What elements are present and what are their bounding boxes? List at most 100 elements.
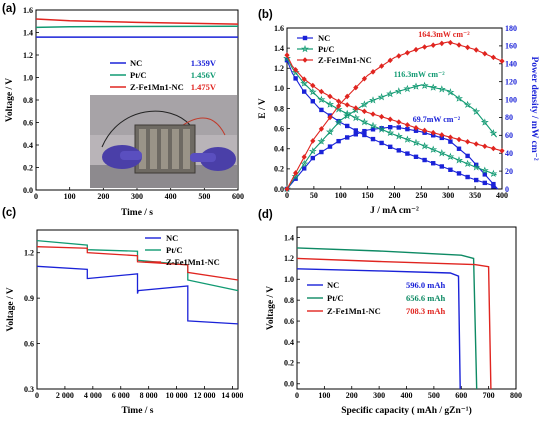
power-marker [465,44,471,51]
battery-photo-inset [90,95,237,188]
power-marker [439,40,445,47]
power-marker [413,128,419,133]
y-tick-label: 1.0 [23,73,33,82]
power-marker [386,89,395,98]
power-marker [362,128,367,134]
power-marker [284,186,290,192]
y-tick-label: 1.2 [274,64,284,73]
power-marker [293,176,298,181]
photo-table [90,165,237,188]
legend-label-1: Pt/C [318,44,335,54]
power-marker [327,144,333,149]
power-marker [377,92,386,101]
legend-value-0: 1.359V [191,58,217,68]
power-marker [456,146,462,151]
x-tick-label: 10 000 [166,391,188,400]
y-right-tick-label: 60 [505,131,513,140]
x-tick-label: 250 [415,191,427,200]
power-marker [319,149,324,155]
polarization-marker [437,148,446,157]
series-line-2 [35,18,239,25]
panel-a: (a) 0 100 200 300 400 500 600 0.0 0.2 0.4 0.6 0.8 1.0… [2,3,244,218]
y-tick-label: 0.6 [274,124,284,133]
polarization-marker [361,108,367,115]
photo-wire [101,110,191,148]
polarization-marker [377,125,386,133]
y-tick-label: 0.2 [274,165,284,174]
polarization-marker [439,164,444,169]
x-tick-label: 150 [362,191,374,200]
power-marker [361,75,367,82]
y-tick-label: 1.2 [284,254,294,263]
polarization-marker [293,76,298,81]
polarization-line-0 [286,59,498,190]
x-tick-label: 500 [428,391,440,400]
power-marker [396,125,401,130]
power-marker [370,127,376,132]
polarization-marker [456,136,462,143]
polarization-marker [283,54,291,62]
power-marker [482,172,487,177]
y-tick-label: 0.6 [23,118,33,127]
polarization-marker [310,99,315,104]
legend-marker-1 [301,44,309,53]
x-tick-label: 300 [373,391,385,400]
polarization-marker [396,119,402,125]
x-tick-label: 500 [198,192,210,201]
power-marker [379,63,385,69]
legend-label-1: Pt/C [166,245,183,255]
y-right-tick-label: 40 [505,149,513,158]
polarization-marker [456,171,462,176]
power-marker [412,82,420,90]
polarization-marker [386,128,395,137]
y-tick-label: 0.4 [274,145,284,154]
power-marker [489,129,498,137]
series-line-1 [35,25,239,29]
y-tick-label: 0.4 [23,141,33,150]
legend-label-0: NC [166,233,178,243]
power-marker [344,93,350,100]
series-line-1 [296,247,478,390]
polarization-marker [284,58,290,63]
polarization-marker [301,76,307,82]
photo-wire-red [179,117,226,136]
polarization-marker [369,121,377,130]
y-right-tick-label: 100 [505,95,517,104]
power-marker [387,57,393,64]
series-line-0 [36,265,239,325]
power-marker [490,54,496,61]
polarization-marker [431,161,436,166]
polarization-marker [379,140,384,146]
polarization-marker [336,118,341,124]
y-tick-label: 0.9 [24,294,34,303]
power-marker [345,135,350,140]
polarization-marker [482,143,488,150]
power-marker [317,137,326,145]
polarization-marker [480,166,489,174]
polarization-marker [489,169,498,177]
power-marker [310,138,316,144]
x-tick-label: 0 [35,391,39,400]
y-tick-label: 0.8 [274,104,284,113]
y-right-tick-label: 180 [505,24,517,33]
polarization-marker [360,117,369,126]
legend-value-2: 708.3 mAh [406,306,445,316]
power-marker [310,155,315,161]
battery-cell [139,129,146,169]
y-tick-label: 0.2 [284,359,294,368]
y-tick-label: 0.0 [284,380,294,389]
glove-left-finger [120,151,142,160]
x-tick-label: 800 [510,391,522,400]
power-marker [336,103,342,109]
x-tick-label: 300 [442,191,454,200]
series-line-2 [36,246,239,281]
y-right-tick-label: 120 [505,77,517,86]
power-marker [353,132,358,137]
power-marker [405,126,410,132]
x-tick-label: 400 [401,391,413,400]
polarization-marker [345,123,350,129]
y-tick-label: 1.4 [284,233,294,242]
power-marker [404,49,410,56]
y-axis-title: Voltage / V [266,286,276,330]
polarization-marker [473,141,479,147]
